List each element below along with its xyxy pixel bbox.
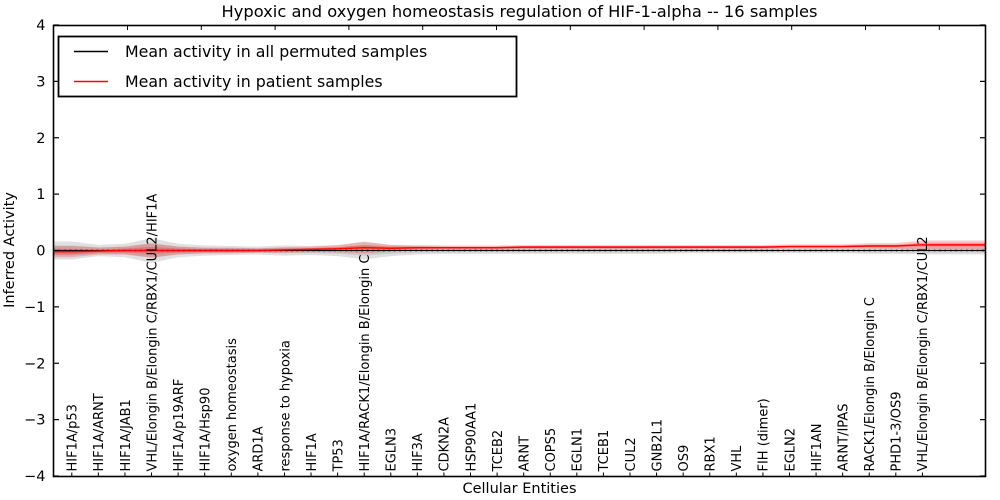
plot-frame bbox=[52, 24, 987, 478]
x-axis-label: Cellular Entities bbox=[462, 481, 576, 497]
x-tick-label: COPS5 bbox=[544, 428, 559, 472]
x-tick-label: RACK1/Elongin B/Elongin C bbox=[863, 297, 878, 471]
patient-envelope-outer bbox=[53, 240, 986, 258]
x-tick-label: PHD1-3/OS9 bbox=[890, 392, 905, 472]
x-tick-label: ARNT bbox=[517, 436, 532, 472]
y-tick-label: 1 bbox=[36, 187, 45, 203]
x-tick-label: GNB2L1 bbox=[650, 419, 665, 472]
x-tick-labels: HIF1A/p53 HIF1A/ARNT HIF1A/JAB1 VHL/Elongin… bbox=[66, 194, 932, 473]
x-tick-label: CUL2 bbox=[624, 437, 639, 471]
legend-label-permuted: Mean activity in all permuted samples bbox=[125, 42, 427, 61]
legend-frame bbox=[57, 35, 518, 98]
y-axis-label: Inferred Activity bbox=[2, 192, 18, 308]
x-tick-label: VHL bbox=[730, 445, 745, 472]
x-tick-label: FIH (dimer) bbox=[757, 398, 772, 471]
y-tick-label: −1 bbox=[24, 300, 45, 316]
x-tick-label: TCEB1 bbox=[597, 430, 612, 473]
y-tick-label: 2 bbox=[36, 131, 45, 147]
x-tick-label: HIF1A/p53 bbox=[66, 404, 81, 471]
x-tick-label: HIF1A/JAB1 bbox=[119, 399, 134, 471]
y-tick-label: −2 bbox=[24, 356, 45, 372]
x-tick-label: OS9 bbox=[677, 445, 692, 472]
x-tick-label: HIF3A bbox=[411, 433, 426, 471]
x-tick-label: ARNT/IPAS bbox=[836, 404, 851, 472]
x-tick-label: EGLN1 bbox=[571, 428, 586, 472]
chart-title: Hypoxic and oxygen homeostasis regulatio… bbox=[221, 2, 817, 21]
x-tick-label: TCEB2 bbox=[491, 430, 506, 473]
y-tick-labels: 4 3 2 1 0 −1 −2 −3 −4 bbox=[24, 18, 45, 485]
x-tick-label: HIF1A/ARNT bbox=[92, 393, 107, 471]
x-tick-label: response to hypoxia bbox=[278, 340, 293, 471]
y-tick-label: 3 bbox=[36, 74, 45, 90]
x-tick-label: HIF1AN bbox=[810, 424, 825, 472]
y-tick-label: −3 bbox=[24, 413, 45, 429]
x-tick-label: CDKN2A bbox=[438, 417, 453, 472]
x-tick-label: RBX1 bbox=[704, 436, 719, 471]
series-lines bbox=[53, 244, 986, 253]
x-tick-label: ARD1A bbox=[252, 426, 267, 471]
x-tick-label: EGLN2 bbox=[783, 428, 798, 472]
y-tick-label: 0 bbox=[36, 244, 45, 260]
x-tick-label: oxygen homeostasis bbox=[225, 338, 240, 472]
x-tick-label: HSP90AA1 bbox=[464, 403, 479, 472]
x-tick-label: HIF1A/p19ARF bbox=[172, 379, 187, 472]
x-tick-label: HIF1A/RACK1/Elongin B/Elongin C bbox=[358, 255, 373, 472]
x-tick-label: VHL/Elongin B/Elongin C/RBX1/CUL2 bbox=[916, 236, 931, 471]
legend-label-patient: Mean activity in patient samples bbox=[125, 72, 383, 91]
legend: Mean activity in all permuted samples Me… bbox=[57, 35, 518, 98]
x-tick-label: VHL/Elongin B/Elongin C/RBX1/CUL2/HIF1A bbox=[145, 194, 160, 472]
patient-mean-line bbox=[53, 244, 986, 253]
y-tick-label: −4 bbox=[24, 469, 45, 485]
x-tick-label: HIF1A bbox=[305, 433, 320, 471]
x-tick-label: TP53 bbox=[331, 439, 346, 472]
patient-envelope-inner bbox=[53, 242, 986, 255]
x-tick-label: HIF1A/Hsp90 bbox=[199, 388, 214, 472]
y-tick-label: 4 bbox=[36, 18, 45, 34]
x-tick-label: EGLN3 bbox=[385, 428, 400, 472]
